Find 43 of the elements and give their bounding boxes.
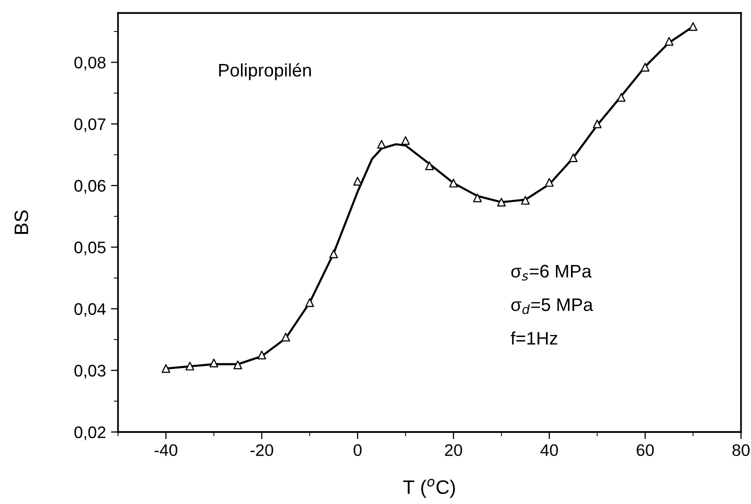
point — [186, 362, 194, 370]
y-tick-label: 0,02 — [74, 426, 106, 440]
y-tick-label: 0,03 — [74, 364, 106, 379]
x-tick-label: -40 — [154, 444, 178, 456]
point — [305, 298, 314, 307]
point — [209, 358, 218, 368]
x-axis-title: T ($^{o}$C) — [403, 478, 455, 498]
annotation: σ$_{s}$=6 MPa — [511, 264, 592, 281]
point — [449, 178, 458, 188]
point — [497, 198, 506, 207]
point — [473, 193, 482, 202]
x-tick-label: 0 — [354, 444, 362, 456]
y-tick-label: 0,04 — [74, 303, 106, 317]
point — [544, 178, 554, 187]
y-tick-label: 0,05 — [74, 242, 106, 256]
y-tick-label: 0,07 — [74, 118, 106, 132]
point — [592, 120, 602, 128]
x-tick-label: 80 — [732, 444, 750, 456]
point — [257, 350, 266, 360]
x-tick-label: -20 — [250, 444, 274, 456]
x-tick-label: 20 — [445, 444, 462, 456]
point — [281, 332, 290, 342]
point — [520, 196, 530, 205]
annotation: f=1Hz — [510, 331, 558, 344]
point — [377, 140, 386, 149]
y-tick-label: 0,06 — [74, 180, 106, 194]
y-tick-label: 0,08 — [74, 56, 106, 70]
point — [162, 364, 170, 373]
point — [664, 36, 674, 46]
point — [425, 161, 434, 170]
point — [640, 62, 650, 72]
point — [353, 176, 362, 186]
point — [568, 153, 578, 162]
x-tick-label: 60 — [636, 444, 654, 456]
point — [688, 22, 698, 31]
point — [401, 136, 410, 145]
annotation: Polipropilén — [219, 63, 311, 80]
annotation: σ$_{d}$=5 MPa — [511, 298, 594, 314]
point — [233, 360, 242, 370]
y-axis-title: BS — [14, 210, 28, 234]
point — [616, 93, 626, 102]
point — [329, 250, 338, 258]
x-tick-label: 40 — [540, 444, 558, 456]
